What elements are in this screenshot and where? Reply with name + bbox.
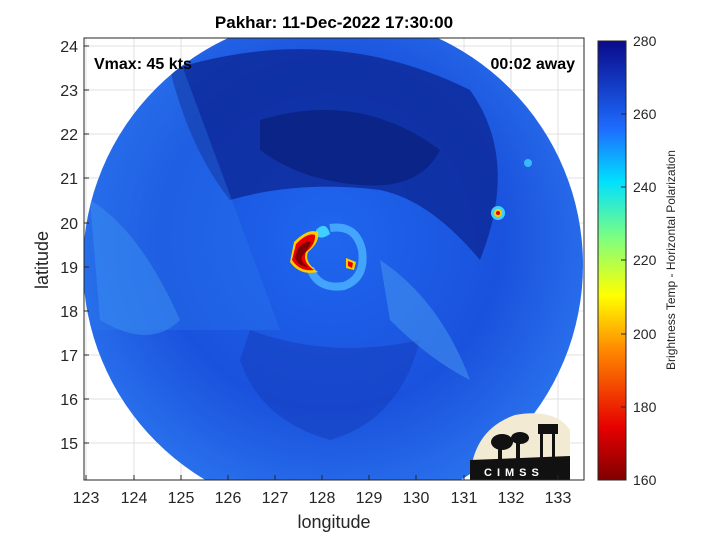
vmax-label: Vmax: 45 kts	[94, 56, 192, 73]
colorbar-tick-label: 160	[633, 472, 657, 488]
y-tick-label: 15	[60, 436, 78, 453]
x-tick-label: 125	[168, 490, 195, 507]
plot-title: Pakhar: 11-Dec-2022 17:30:00	[215, 13, 453, 32]
colorbar-tick-label: 280	[633, 33, 657, 49]
x-tick-label: 131	[451, 490, 478, 507]
y-tick-label: 20	[60, 216, 78, 233]
x-tick-label: 133	[545, 490, 572, 507]
y-tick-label: 16	[60, 392, 78, 409]
cimss-logo: CIMSS	[470, 413, 570, 480]
brightness-temp-image	[84, 38, 583, 480]
colorbar-tick-label: 260	[633, 106, 657, 122]
y-tick-label: 22	[60, 127, 78, 144]
y-tick-label: 17	[60, 348, 78, 365]
colorbar-tick-labels: 280 260 240 220 200 180 160	[633, 33, 657, 488]
x-tick-label: 123	[73, 490, 100, 507]
y-tick-label: 23	[60, 83, 78, 100]
x-tick-label: 129	[356, 490, 383, 507]
y-axis	[84, 45, 89, 444]
y-tick-label: 18	[60, 304, 78, 321]
x-tick-label: 126	[215, 490, 242, 507]
x-tick-label: 128	[309, 490, 336, 507]
y-tick-label: 19	[60, 260, 78, 277]
x-tick-label: 130	[403, 490, 430, 507]
y-tick-label: 21	[60, 171, 78, 188]
colorbar-tick-label: 200	[633, 326, 657, 342]
x-tick-label: 132	[498, 490, 525, 507]
logo-text: CIMSS	[484, 467, 544, 479]
colorbar-ticks	[621, 40, 626, 481]
x-tick-labels: 123 124 125 126 127 128 129 130 131 132 …	[73, 490, 572, 507]
y-axis-title: latitude	[32, 231, 52, 289]
colorbar-title: Brightness Temp - Horizontal Polarizatio…	[664, 150, 678, 370]
x-tick-label: 124	[121, 490, 148, 507]
y-tick-labels: 24 23 22 21 20 19 18 17 16 15	[60, 39, 78, 453]
x-tick-label: 127	[262, 490, 289, 507]
colorbar-tick-label: 180	[633, 399, 657, 415]
y-tick-label: 24	[60, 39, 78, 56]
x-axis	[85, 475, 559, 480]
colorbar-tick-label: 220	[633, 252, 657, 268]
x-axis-title: longitude	[297, 512, 370, 532]
time-offset-label: 00:02 away	[490, 56, 575, 73]
colorbar-tick-label: 240	[633, 179, 657, 195]
